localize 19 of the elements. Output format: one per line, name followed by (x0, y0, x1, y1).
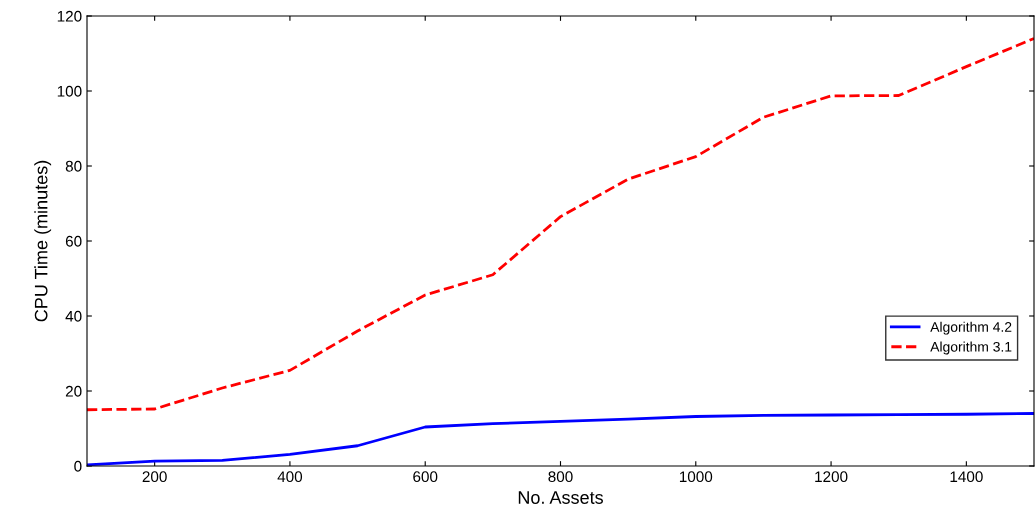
x-tick-label: 1000 (679, 471, 713, 483)
x-tick-label: 800 (548, 471, 573, 483)
y-tick-label: 40 (65, 310, 82, 322)
line-series (87, 37, 1034, 412)
y-axis-title: CPU Time (minutes) (34, 160, 52, 322)
y-tick-label: 100 (57, 85, 82, 97)
y-tick-label: 60 (65, 235, 82, 247)
x-axis-title: No. Assets (518, 491, 603, 504)
x-tick-label: 200 (142, 471, 167, 483)
legend-label: Algorithm 3.1 (930, 341, 1012, 355)
x-tick-label: 400 (277, 471, 303, 483)
x-tick-label: 1200 (815, 471, 848, 483)
y-tick-label: 20 (65, 385, 82, 397)
legend-label: Algorithm 4.2 (930, 321, 1012, 335)
y-tick-label: 0 (74, 460, 82, 472)
x-tick-label: 1400 (950, 471, 983, 483)
x-tick-label: 600 (413, 471, 438, 483)
y-tick-label: 80 (65, 160, 82, 172)
y-tick-label: 120 (57, 10, 82, 22)
